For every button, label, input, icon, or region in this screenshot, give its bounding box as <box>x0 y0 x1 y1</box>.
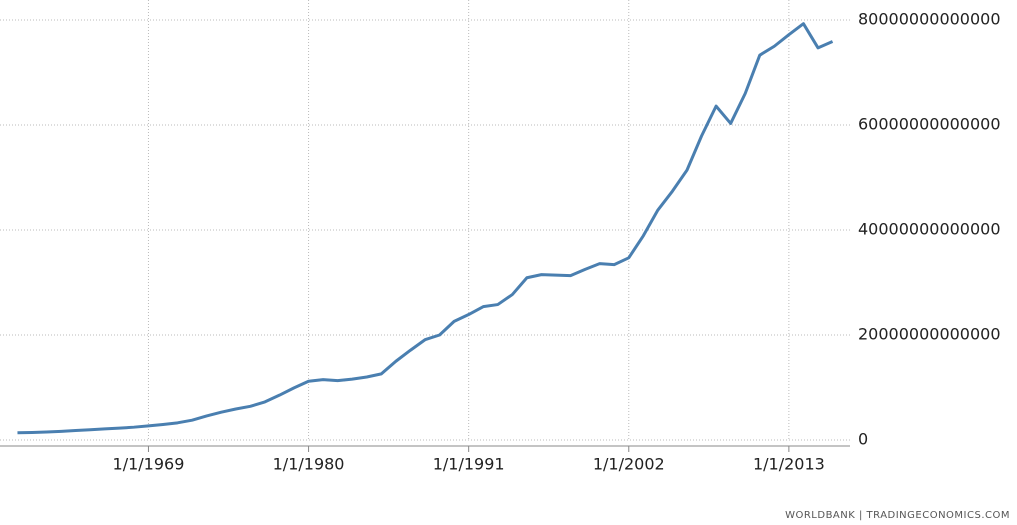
y-tick-label: 0 <box>858 430 868 449</box>
x-tick-label: 1/1/2002 <box>593 455 665 474</box>
y-tick-label: 60000000000000 <box>858 115 1001 134</box>
source: WORLDBANK | TRADINGECONOMICS.COM <box>785 510 1010 521</box>
x-tick-label: 1/1/1969 <box>113 455 185 474</box>
x-tick-label: 1/1/2013 <box>753 455 825 474</box>
y-tick-label: 40000000000000 <box>858 220 1001 239</box>
x-tick-label: 1/1/1991 <box>433 455 505 474</box>
x-tick-label: 1/1/1980 <box>273 455 345 474</box>
y-tick-label: 80000000000000 <box>858 10 1001 29</box>
line <box>17 22 834 435</box>
y-tick-label: 20000000000000 <box>858 325 1001 344</box>
